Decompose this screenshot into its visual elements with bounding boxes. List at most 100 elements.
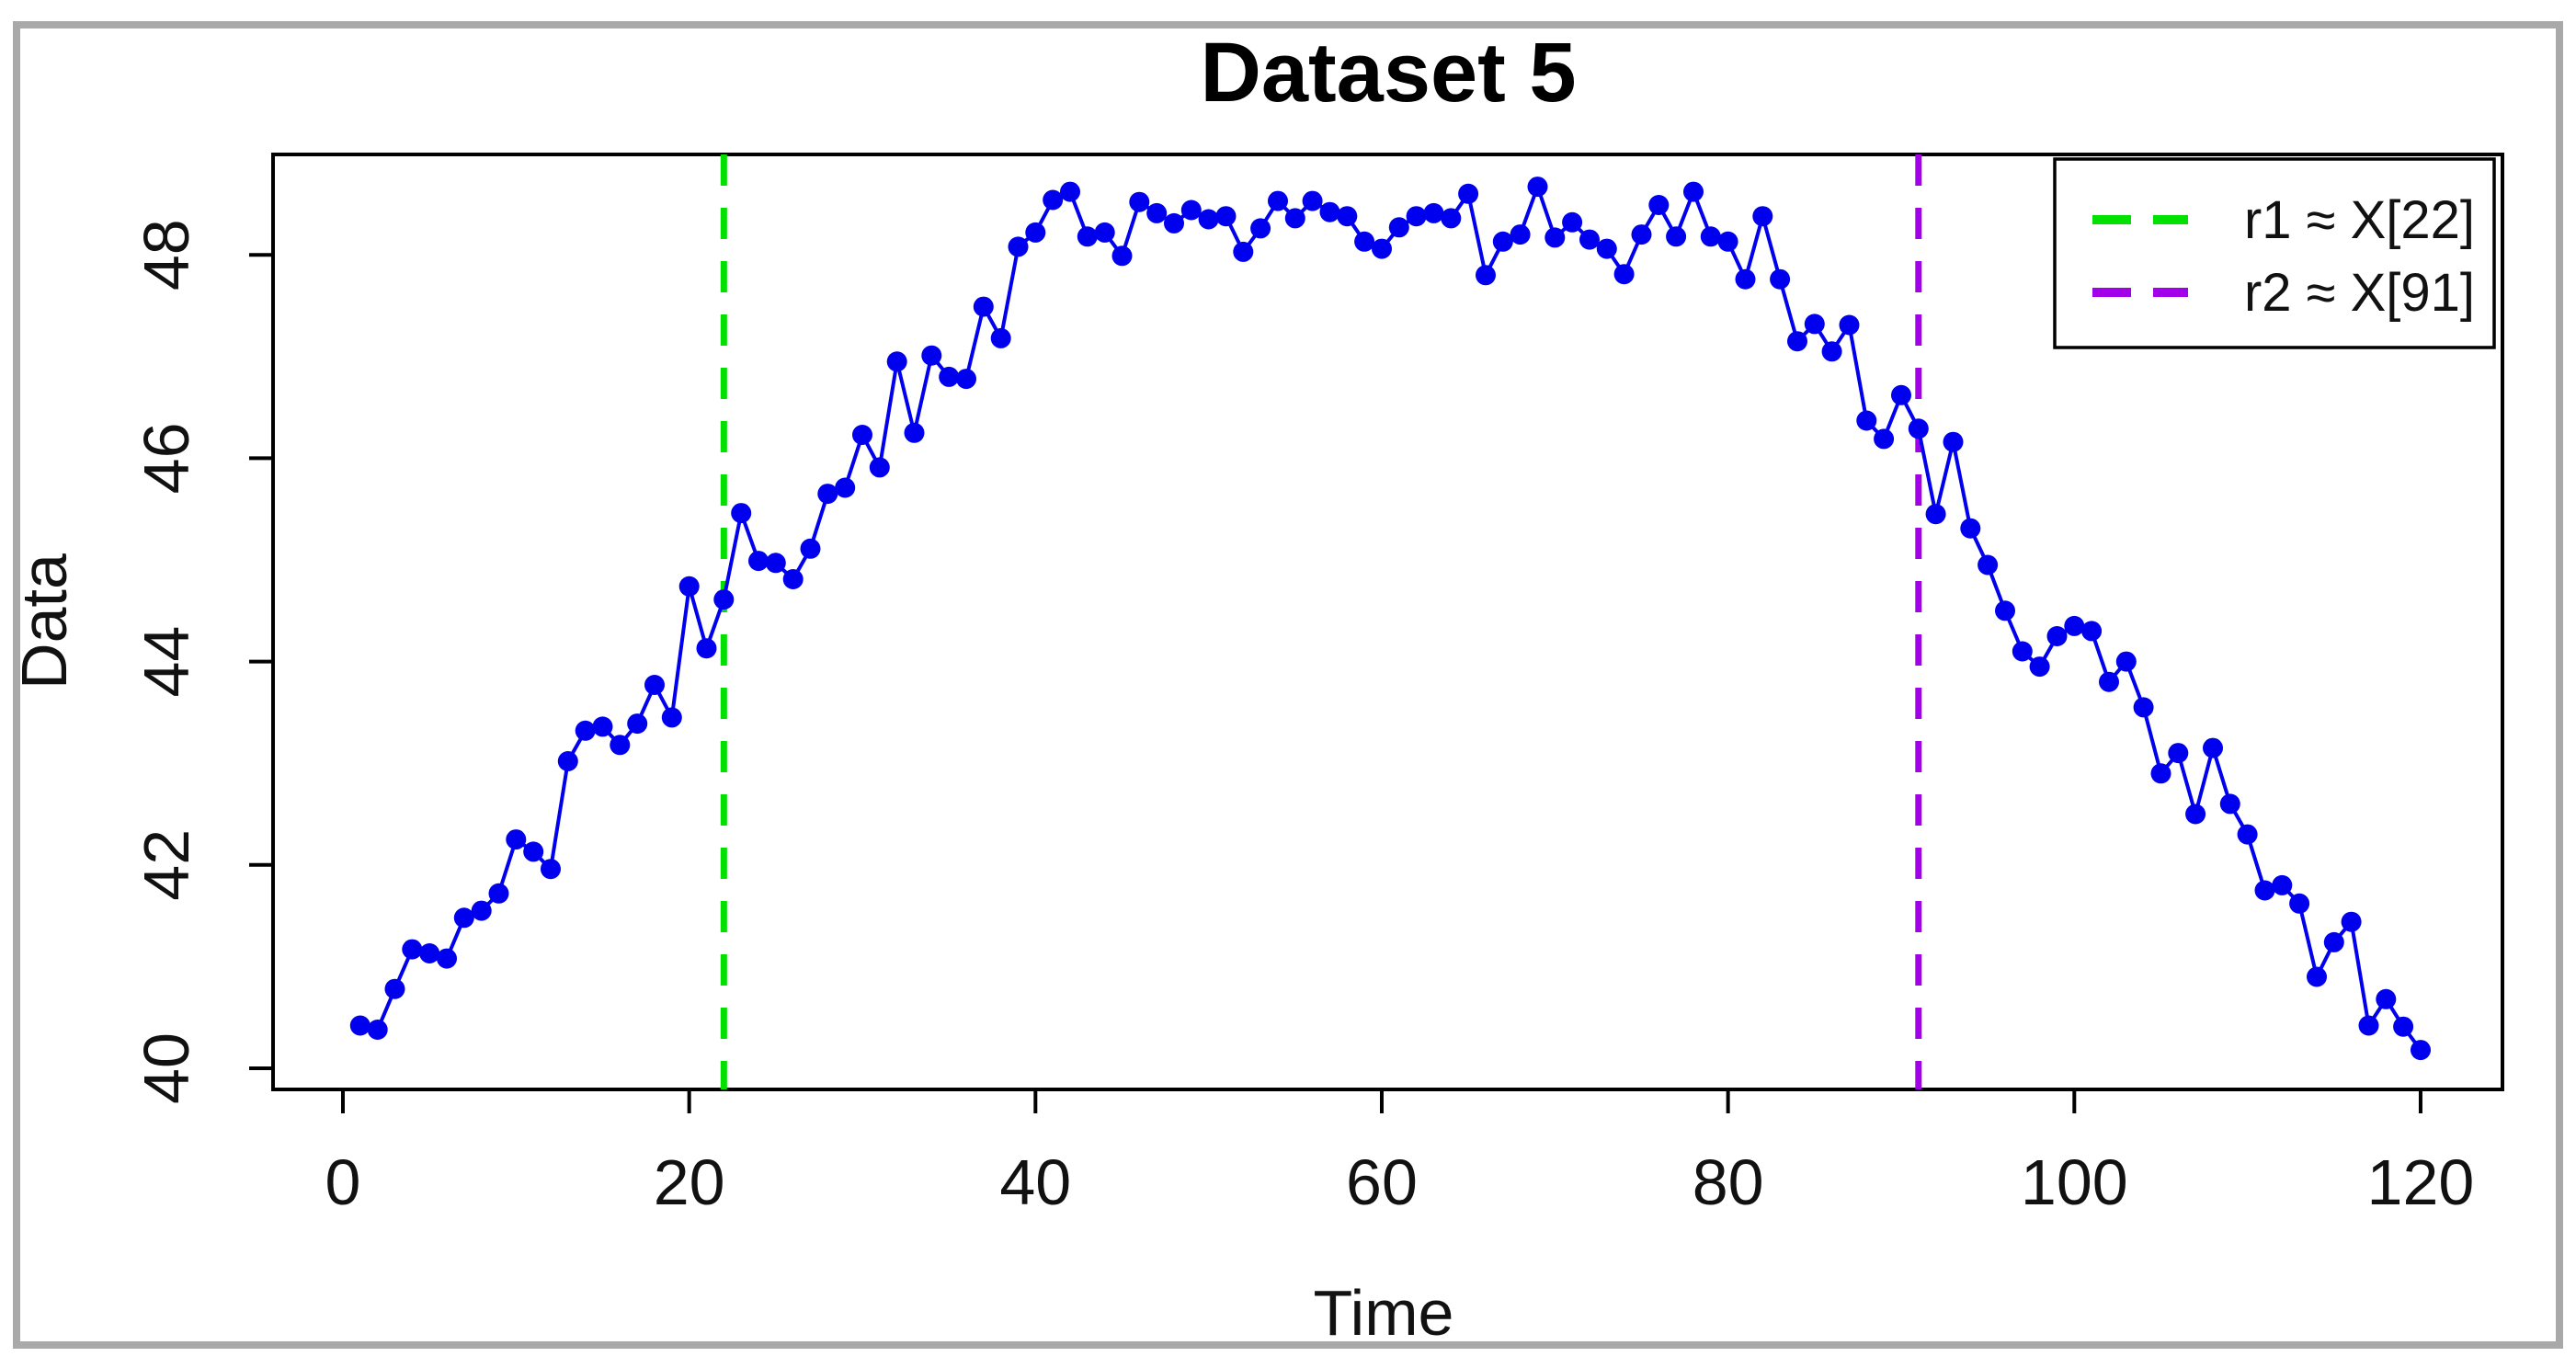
data-point <box>402 939 423 960</box>
data-point <box>956 369 976 390</box>
data-point <box>1406 206 1427 227</box>
data-point <box>1891 384 1911 405</box>
data-point <box>1164 212 1184 234</box>
chart-title: Dataset 5 <box>1200 26 1576 120</box>
data-point <box>1215 206 1237 227</box>
data-point <box>869 457 890 478</box>
data-point <box>1648 195 1670 215</box>
data-point <box>1284 208 1305 229</box>
data-point <box>1129 191 1150 212</box>
legend-box <box>2053 157 2496 349</box>
data-point <box>1978 554 1999 576</box>
data-point <box>2254 880 2275 901</box>
data-point <box>2393 1016 2414 1037</box>
data-point <box>1180 200 1202 221</box>
data-point <box>1821 341 1842 362</box>
data-point <box>1043 189 1064 211</box>
data-point <box>852 425 872 445</box>
data-point <box>1874 428 1895 450</box>
x-tick-label: 0 <box>325 1146 361 1218</box>
data-point <box>523 841 544 862</box>
data-point <box>1268 190 1288 211</box>
data-point <box>1666 226 1687 247</box>
legend-r2-label: r2 ≈ X[91] <box>2244 263 2475 323</box>
data-point <box>2099 671 2119 692</box>
data-point <box>557 751 578 771</box>
data-point <box>1631 224 1652 245</box>
data-point <box>765 553 786 574</box>
x-tick-label: 40 <box>999 1146 1071 1218</box>
data-point <box>1476 265 1496 286</box>
data-point <box>2029 656 2050 678</box>
data-point <box>2341 911 2362 932</box>
data-point <box>1388 217 1409 238</box>
data-point <box>800 538 821 559</box>
data-point <box>904 422 925 443</box>
x-axis-title: Time <box>1314 1277 1454 1349</box>
data-point <box>644 675 665 695</box>
reference-lines <box>720 154 1922 1089</box>
data-point <box>471 900 492 921</box>
data-point <box>575 720 596 741</box>
data-point <box>2289 893 2310 914</box>
data-point <box>2150 763 2171 784</box>
data-point <box>2064 615 2085 636</box>
data-point <box>1025 222 1046 243</box>
data-point <box>610 735 631 756</box>
data-point <box>1527 177 1548 198</box>
outer-gray-border <box>13 21 2563 1349</box>
data-point <box>1111 245 1133 267</box>
data-point <box>1510 224 1531 245</box>
data-point <box>627 713 648 735</box>
data-point <box>782 569 804 589</box>
data-point <box>1544 227 1566 248</box>
data-point <box>1995 600 2015 621</box>
data-point <box>2115 651 2137 672</box>
data-point <box>1856 410 1877 431</box>
data-point <box>1804 314 1825 335</box>
data-point <box>1146 202 1168 223</box>
data-point <box>1302 190 1323 211</box>
data-point <box>1925 504 1946 525</box>
x-tick-label: 100 <box>2021 1146 2128 1218</box>
data-point <box>990 327 1011 348</box>
data-point <box>1458 183 1479 204</box>
data-point <box>2272 874 2293 895</box>
data-point <box>1094 222 1115 243</box>
data-point <box>2185 804 2206 825</box>
data-series <box>349 177 2431 1061</box>
y-tick-label: 44 <box>131 626 202 698</box>
y-tick-label: 42 <box>131 829 202 901</box>
plot-frame <box>271 153 2504 1091</box>
data-point <box>886 351 907 372</box>
x-axis: 0 20 40 60 80 100 120 <box>325 1089 2475 1218</box>
data-point <box>349 1015 370 1036</box>
data-point <box>453 907 474 929</box>
y-tick-label: 46 <box>131 422 202 494</box>
data-point <box>1250 218 1271 239</box>
data-point <box>2046 626 2068 646</box>
data-point <box>2376 988 2397 1009</box>
y-tick-label: 40 <box>131 1032 202 1104</box>
legend: r1 ≈ X[22] r2 ≈ X[91] <box>2053 157 2496 349</box>
data-point <box>696 638 717 659</box>
y-axis: 40 42 44 46 48 <box>131 219 273 1104</box>
data-point <box>1233 241 1254 262</box>
data-point <box>713 589 735 610</box>
data-point <box>678 576 700 597</box>
data-point <box>1960 518 1981 539</box>
data-point <box>1319 201 1340 222</box>
data-point <box>921 345 942 366</box>
data-point <box>2203 737 2223 758</box>
x-tick-label: 120 <box>2367 1146 2475 1218</box>
data-point <box>1060 181 1080 202</box>
data-point <box>1579 229 1600 250</box>
data-point <box>2133 697 2154 718</box>
y-axis-title: Data <box>8 553 80 690</box>
data-point <box>419 943 440 963</box>
data-point <box>973 296 994 317</box>
data-point <box>437 948 457 969</box>
data-point <box>384 978 405 999</box>
data-point <box>1752 206 1773 227</box>
